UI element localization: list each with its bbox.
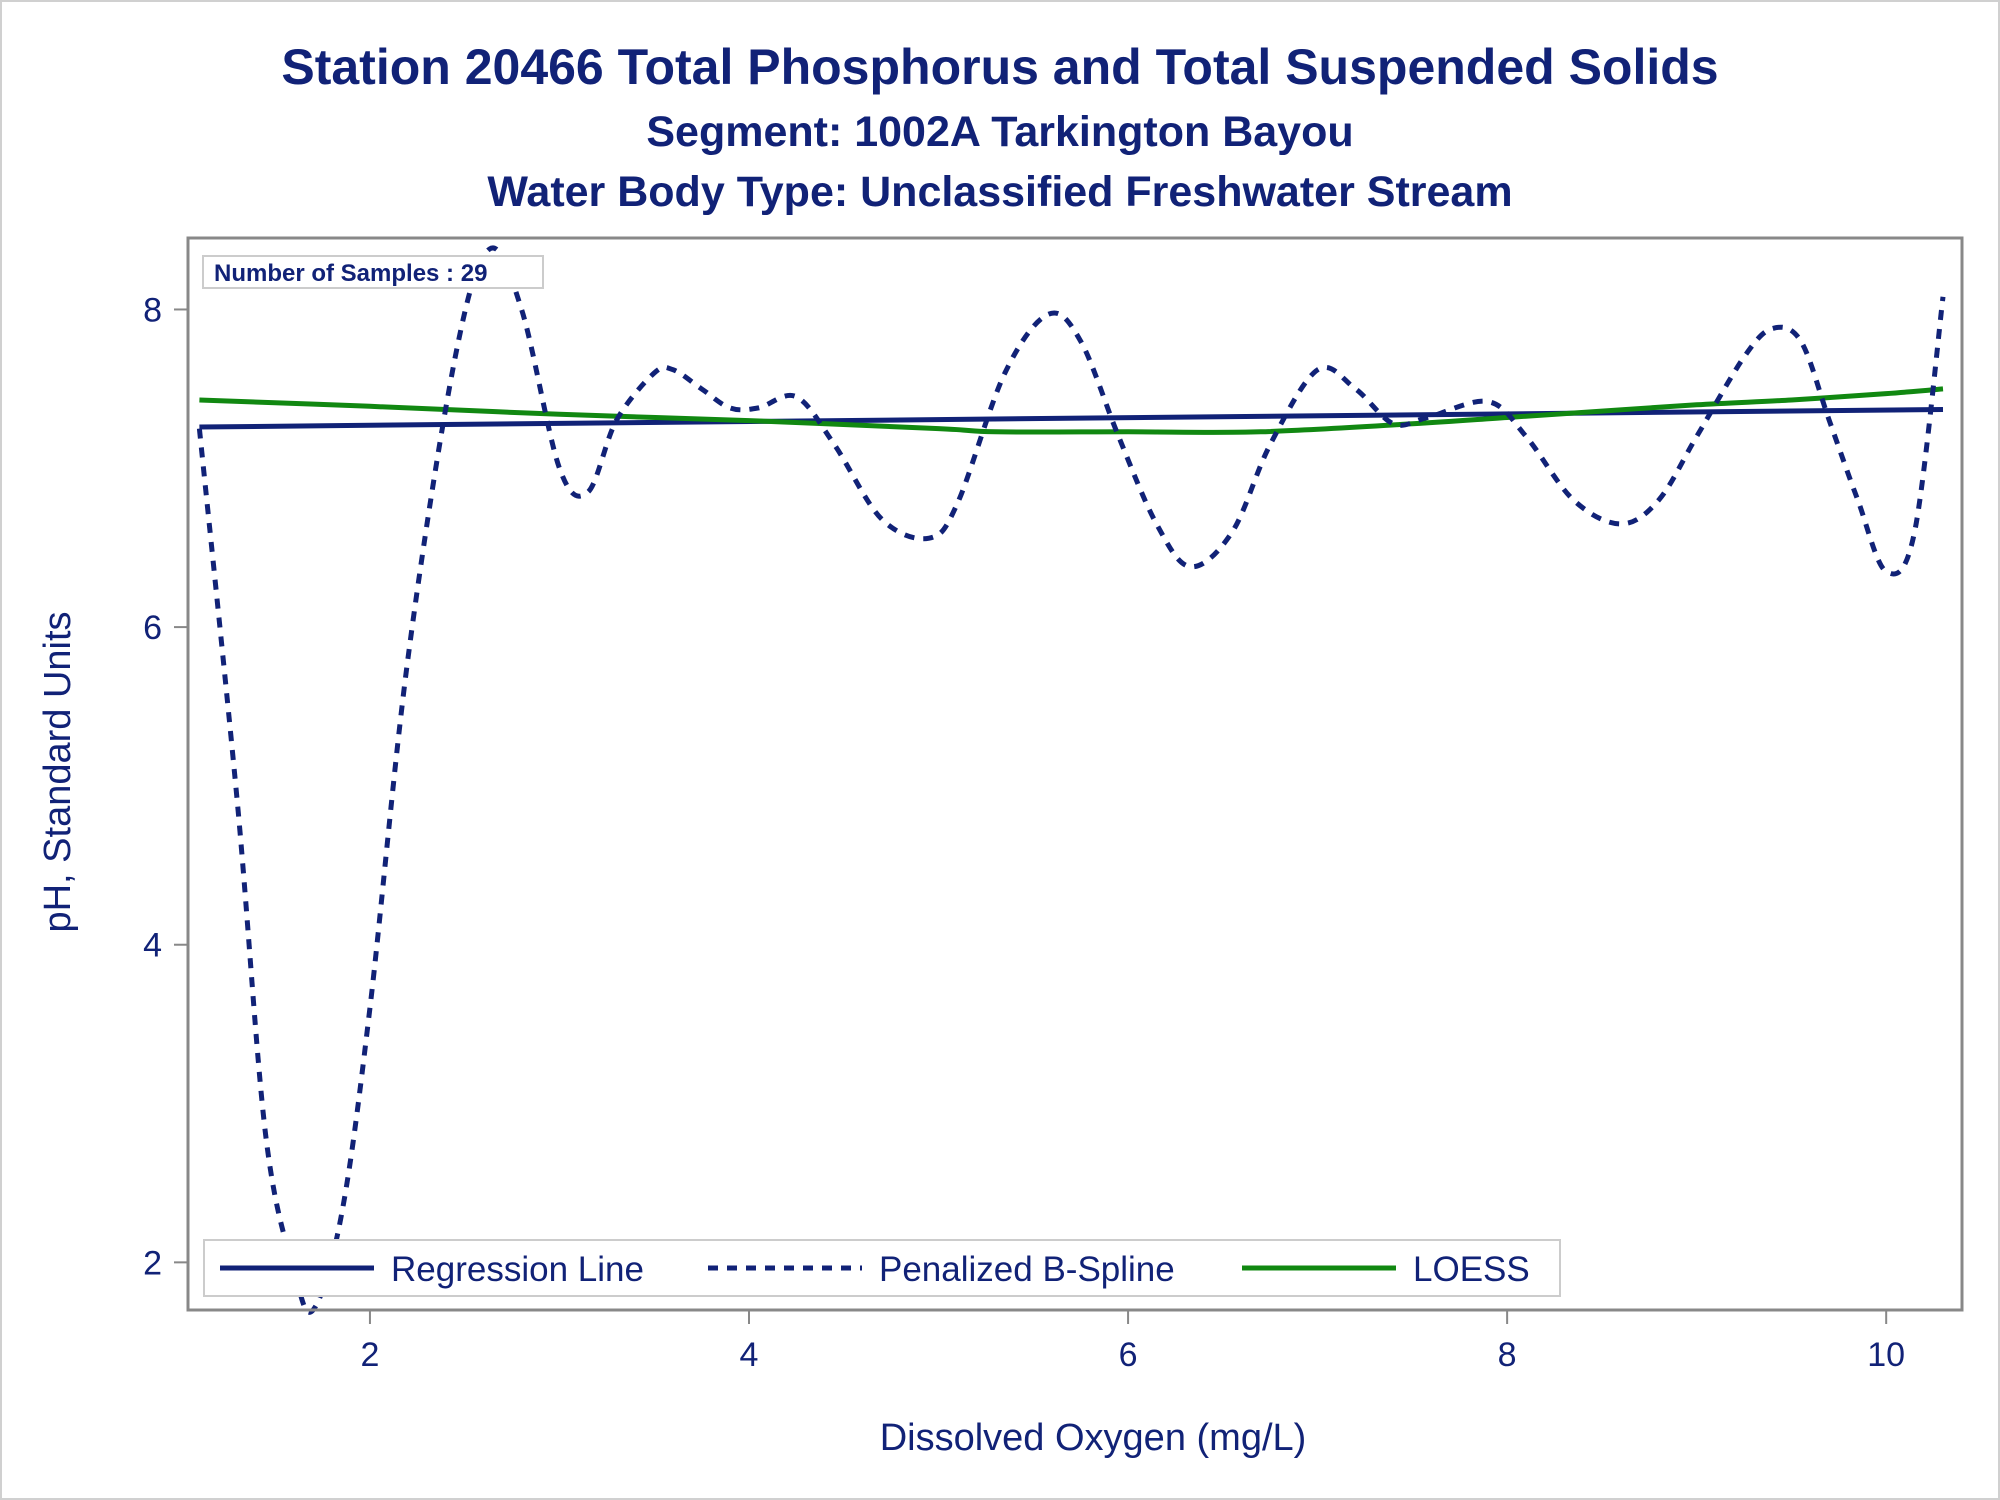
x-tick-label: 4 [740,1336,759,1374]
y-tick-label: 8 [143,291,162,329]
regression-line [199,407,1944,430]
y-tick-label: 6 [143,609,162,647]
penalized-b-spline-line [196,245,1946,1315]
y-tick-label: 4 [143,927,162,965]
x-tick-label: 8 [1498,1336,1517,1374]
legend-label-loess: LOESS [1413,1250,1530,1289]
loess-line [199,386,1944,435]
axis-layer: 2 4 6 8 10 2 4 6 8 [143,236,1964,1374]
x-axis-label: Dissolved Oxygen (mg/L) [880,1417,1307,1459]
x-tick-label: 10 [1867,1336,1905,1374]
chart-subtitle-2: Water Body Type: Unclassified Freshwater… [487,168,1513,216]
legend-label-spline: Penalized B-Spline [879,1250,1175,1289]
y-tick-label: 2 [143,1244,162,1282]
legend-label-regression: Regression Line [391,1250,644,1289]
sample-count-border [202,255,544,289]
y-axis-label: pH, Standard Units [37,611,79,932]
chart-subtitle: Segment: 1002A Tarkington Bayou [646,108,1354,156]
sample-count-label: Number of Samples : 29 [214,260,487,287]
legend: Regression Line Penalized B-Spline LOESS [203,1239,1561,1297]
chart-title: Station 20466 Total Phosphorus and Total… [281,39,1719,95]
plot-area-border [186,236,1964,1312]
plot-layer [196,245,1946,1315]
x-tick-label: 2 [360,1336,379,1374]
x-tick-label: 6 [1119,1336,1138,1374]
sample-count-box: Number of Samples : 29 [202,255,544,289]
